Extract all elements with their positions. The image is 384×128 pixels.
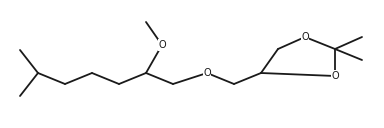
Text: O: O [158,40,166,50]
Text: O: O [301,32,309,42]
Text: O: O [203,68,211,78]
Text: O: O [331,71,339,81]
